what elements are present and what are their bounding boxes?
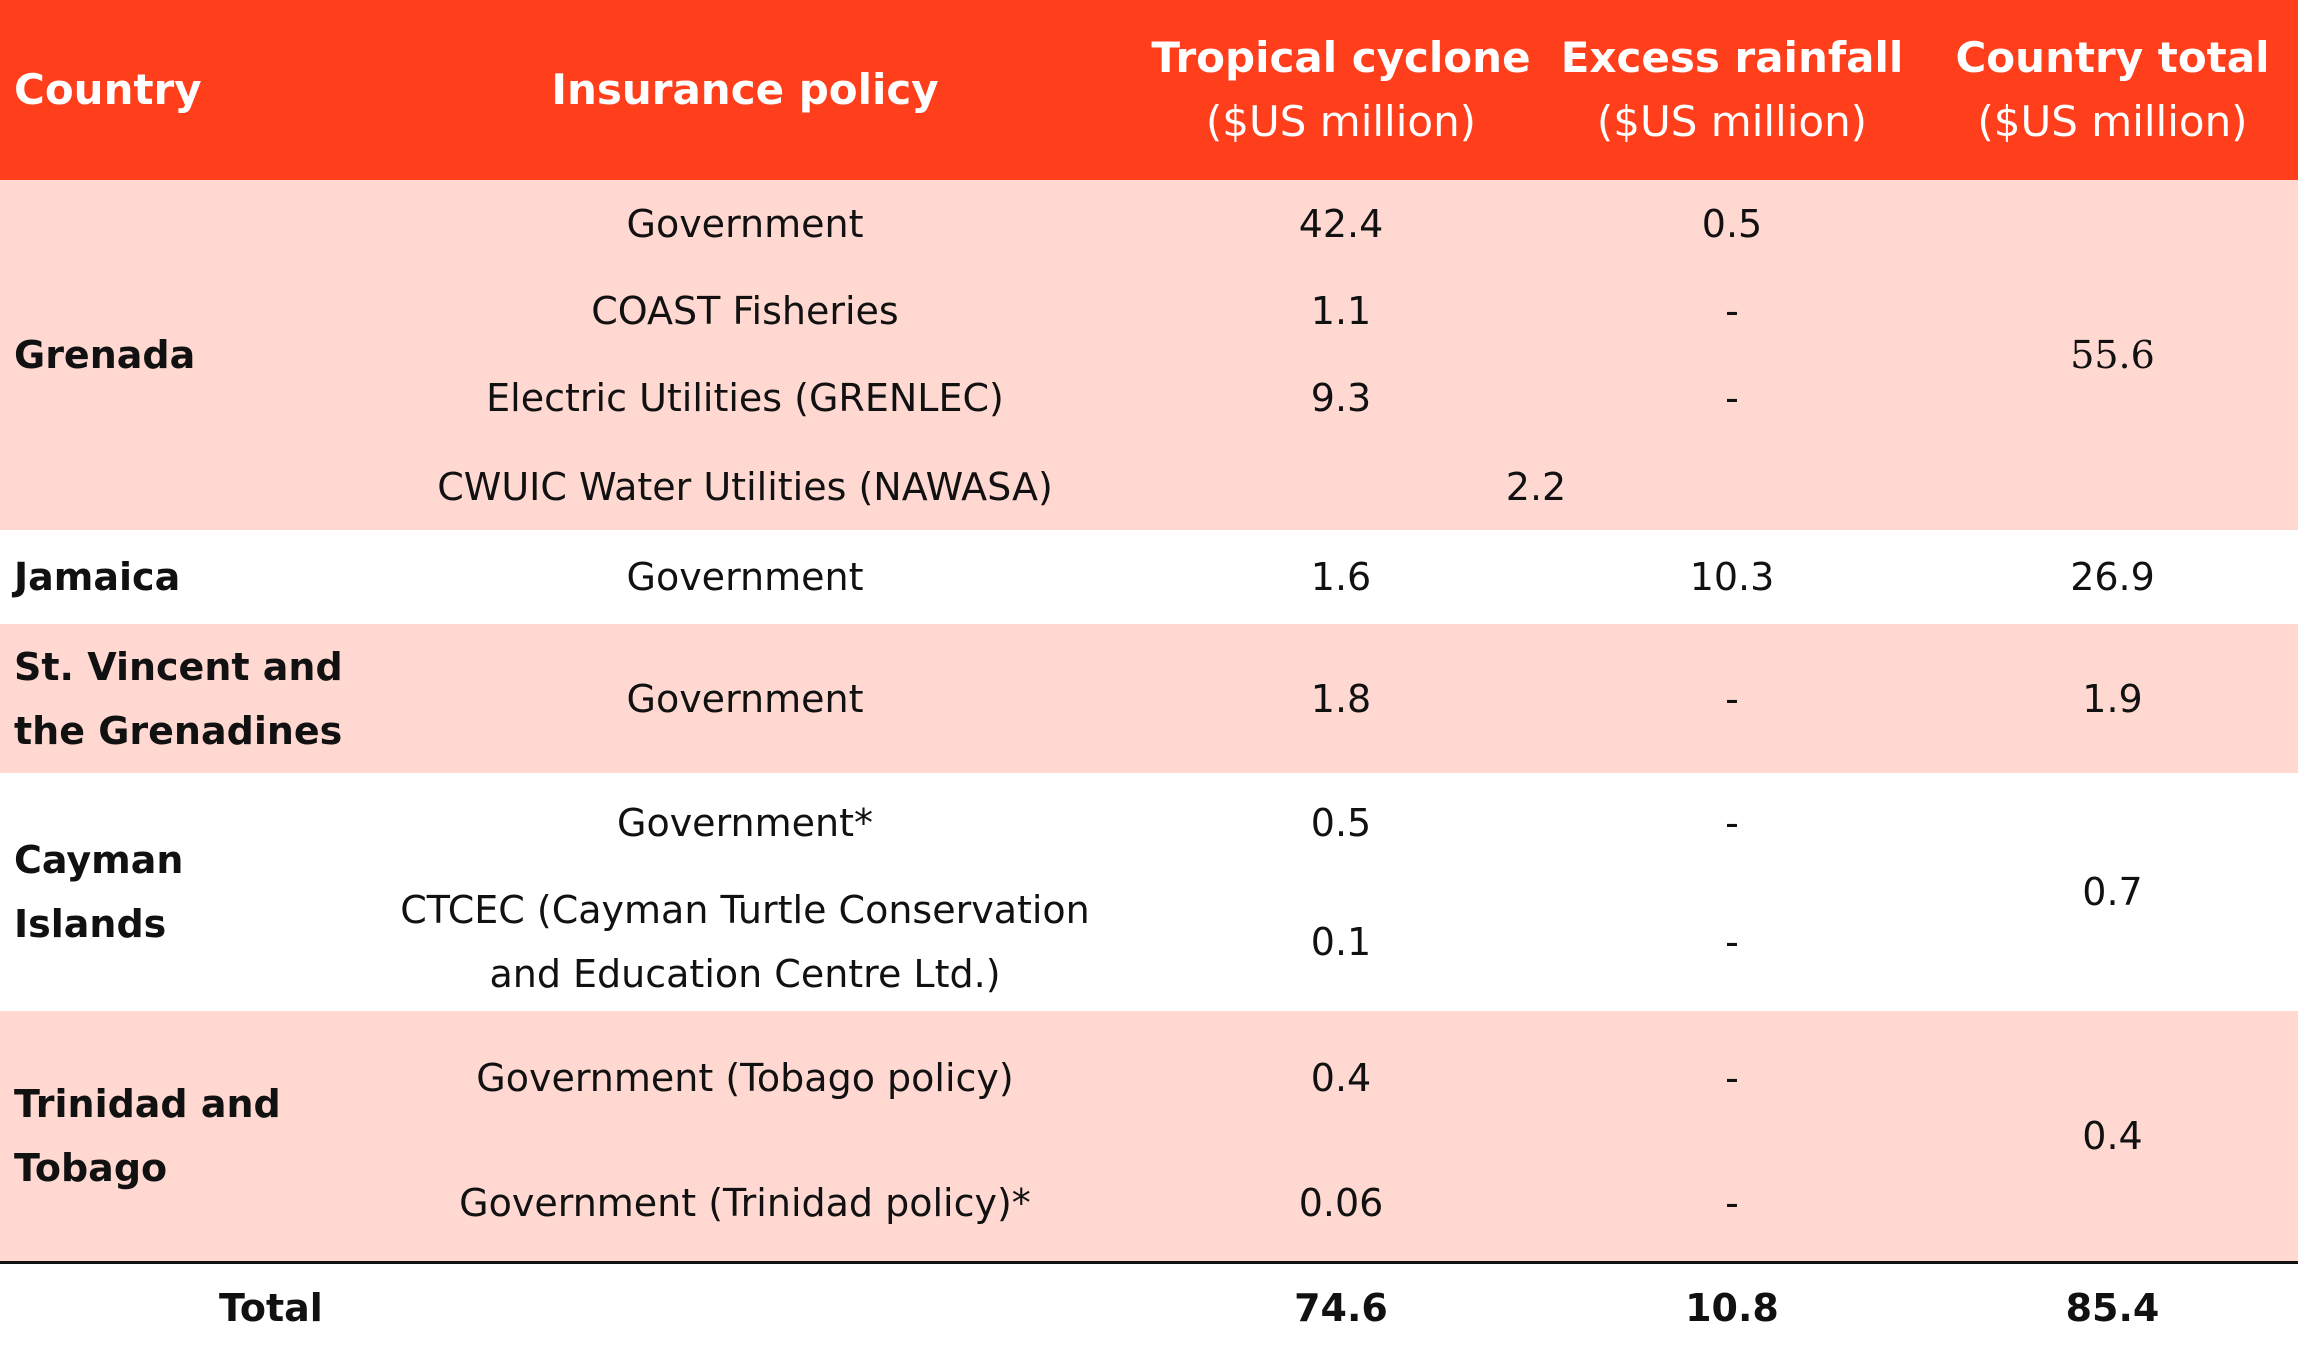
table-row: COAST Fisheries 1.1 - — [0, 268, 2298, 353]
tropical-cyclone-cell: 1.8 — [1145, 624, 1537, 773]
country-cell-jamaica: Jamaica — [0, 530, 345, 624]
policy-cell: Government (Trinidad policy)* — [345, 1145, 1145, 1262]
policy-cell: CTCEC (Cayman Turtle Conservation and Ed… — [345, 873, 1145, 1011]
country-total-cell-st-vincent: 1.9 — [1927, 624, 2298, 773]
excess-rainfall-cell: - — [1537, 873, 1927, 1011]
excess-rainfall-cell: - — [1537, 1145, 1927, 1262]
excess-rainfall-cell: - — [1537, 773, 1927, 873]
merged-value-cell: 2.2 — [1145, 443, 1927, 530]
excess-rainfall-cell: 0.5 — [1537, 180, 1927, 268]
policy-line: and Education Centre Ltd.) — [489, 952, 1001, 996]
header-tropical-cyclone-unit: ($US million) — [1205, 97, 1477, 146]
country-total-cell-grenada: 55.6 — [1927, 180, 2298, 530]
excess-rainfall-cell: - — [1537, 624, 1927, 773]
country-line: Tobago — [14, 1145, 168, 1190]
policy-cell: Government — [345, 180, 1145, 268]
total-label: Total — [0, 1260, 1145, 1352]
table-row: Jamaica Government 1.6 10.3 26.9 — [0, 530, 2298, 624]
policy-cell: Government* — [345, 773, 1145, 873]
policy-line: CTCEC (Cayman Turtle Conservation — [400, 888, 1090, 932]
country-cell-grenada: Grenada — [0, 180, 345, 530]
policy-cell: CWUIC Water Utilities (NAWASA) — [345, 443, 1145, 530]
header-excess-rainfall-unit: ($US million) — [1596, 97, 1868, 146]
table-row: CTCEC (Cayman Turtle Conservation and Ed… — [0, 873, 2298, 1011]
table-row: Cayman Islands Government* 0.5 - 0.7 — [0, 773, 2298, 1011]
excess-rainfall-cell: - — [1537, 1011, 1927, 1145]
total-tropical-cyclone: 74.6 — [1145, 1260, 1537, 1352]
tropical-cyclone-cell: 0.06 — [1145, 1145, 1537, 1262]
excess-rainfall-cell: - — [1537, 353, 1927, 443]
country-total-cell-trinidad: 0.4 — [1927, 1011, 2298, 1262]
country-line: Trinidad and — [14, 1081, 281, 1126]
tropical-cyclone-cell: 1.1 — [1145, 268, 1537, 353]
excess-rainfall-cell: - — [1537, 268, 1927, 353]
country-cell-cayman: Cayman Islands — [0, 773, 345, 1011]
policy-cell: Electric Utilities (GRENLEC) — [345, 353, 1145, 443]
header-policy: Insurance policy — [345, 0, 1145, 180]
tropical-cyclone-cell: 0.5 — [1145, 773, 1537, 873]
country-cell-trinidad: Trinidad and Tobago — [0, 1011, 345, 1262]
policy-cell: Government — [345, 624, 1145, 773]
country-cell-st-vincent: St. Vincent and the Grenadines — [0, 624, 345, 773]
total-excess-rainfall: 10.8 — [1537, 1260, 1927, 1352]
header-tropical-cyclone-title: Tropical cyclone — [1151, 33, 1531, 82]
header-excess-rainfall: Excess rainfall ($US million) — [1537, 0, 1927, 180]
policy-cell: Government (Tobago policy) — [345, 1011, 1145, 1145]
country-total-cell-cayman: 0.7 — [1927, 773, 2298, 1011]
excess-rainfall-cell: 10.3 — [1537, 530, 1927, 624]
tropical-cyclone-cell: 1.6 — [1145, 530, 1537, 624]
country-line: St. Vincent and — [14, 644, 343, 689]
header-tropical-cyclone: Tropical cyclone ($US million) — [1145, 0, 1537, 180]
table-row: St. Vincent and the Grenadines Governmen… — [0, 624, 2298, 773]
policy-cell: COAST Fisheries — [345, 268, 1145, 353]
header-country-total: Country total ($US million) — [1927, 0, 2298, 180]
header-country: Country — [0, 0, 345, 180]
header-country-total-title: Country total — [1955, 33, 2270, 82]
tropical-cyclone-cell: 0.1 — [1145, 873, 1537, 1011]
table-row: Government (Trinidad policy)* 0.06 - — [0, 1145, 2298, 1262]
country-line: the Grenadines — [14, 708, 343, 753]
total-row: Total 74.6 10.8 85.4 — [0, 1260, 2298, 1352]
header-excess-rainfall-title: Excess rainfall — [1560, 33, 1904, 82]
tropical-cyclone-cell: 9.3 — [1145, 353, 1537, 443]
table-row: Grenada Government 42.4 0.5 55.6 — [0, 180, 2298, 530]
tropical-cyclone-cell: 0.4 — [1145, 1011, 1537, 1145]
header-row: Country Insurance policy Tropical cyclon… — [0, 0, 2298, 180]
country-total-cell-jamaica: 26.9 — [1927, 530, 2298, 624]
table-row: Electric Utilities (GRENLEC) 9.3 - — [0, 353, 2298, 443]
policy-cell: Government — [345, 530, 1145, 624]
total-country-total: 85.4 — [1927, 1260, 2298, 1352]
tropical-cyclone-cell: 42.4 — [1145, 180, 1537, 268]
table-row: Trinidad and Tobago Government (Tobago p… — [0, 1011, 2298, 1262]
table-row: CWUIC Water Utilities (NAWASA) 2.2 — [0, 443, 2298, 530]
header-country-total-unit: ($US million) — [1977, 97, 2248, 146]
